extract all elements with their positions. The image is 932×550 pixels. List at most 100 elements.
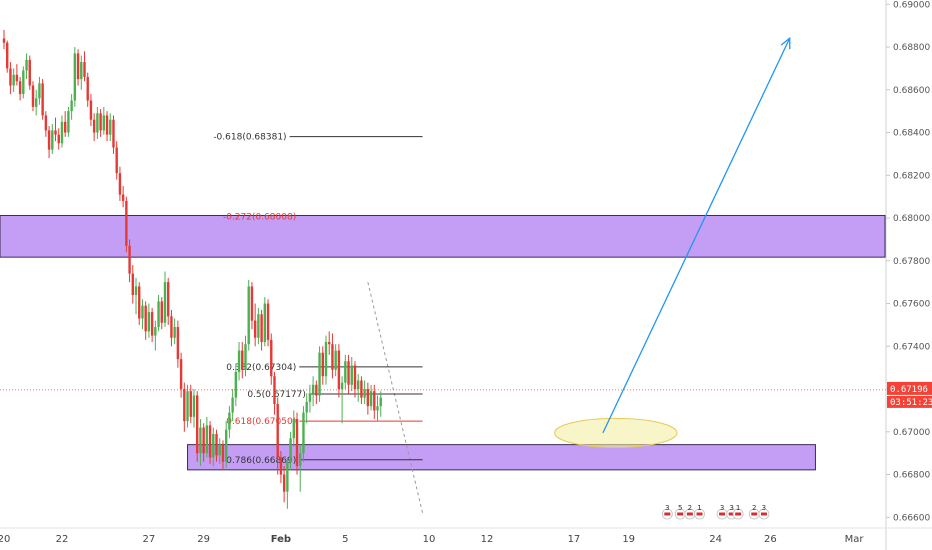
candle-body — [128, 245, 131, 274]
candle-body — [170, 316, 173, 338]
candle-body — [67, 111, 70, 133]
candle-body — [192, 395, 196, 417]
candle-body — [286, 461, 289, 492]
candle-body — [279, 457, 283, 475]
candle-body — [247, 286, 250, 345]
candle-body — [369, 391, 373, 407]
candle-body — [115, 147, 118, 174]
candle-body — [109, 119, 112, 135]
candle-body — [15, 74, 19, 82]
candle-body — [80, 61, 83, 80]
price-tick-label: 0.68200 — [893, 171, 930, 181]
candle-body — [96, 113, 99, 133]
candle-body — [360, 380, 363, 398]
candle-body — [186, 391, 189, 422]
price-tick-label: 0.68000 — [893, 214, 930, 224]
candle-body — [60, 121, 64, 144]
flag-icon — [696, 512, 703, 516]
candle-body — [221, 444, 225, 462]
candle-body — [18, 81, 22, 95]
current-price-tag — [887, 381, 932, 395]
candle-body — [218, 444, 221, 456]
candle-body — [25, 59, 28, 71]
candle-body — [302, 412, 305, 454]
price-tick-label: 0.66800 — [893, 471, 930, 481]
candle-body — [212, 433, 215, 458]
candle-body — [357, 380, 360, 390]
candle-body — [176, 327, 180, 360]
candle-body — [179, 359, 183, 390]
projection-arrow-shaft[interactable] — [602, 37, 791, 434]
candle-body — [99, 113, 102, 131]
candle-body — [121, 194, 125, 201]
date-label: 17 — [568, 534, 581, 545]
candle-body — [331, 344, 334, 370]
fib-label-3: 0.5(0.67177) — [247, 390, 306, 400]
price-tick-label: 0.67400 — [893, 342, 930, 352]
candle-body — [141, 305, 144, 319]
price-tick-label: 0.67800 — [893, 257, 930, 267]
fib-label-2: 0.382(0.67304) — [226, 363, 296, 373]
candle-body — [183, 389, 186, 422]
candle-body — [131, 273, 134, 295]
fib-label-0: -0.618(0.68381) — [213, 133, 286, 143]
target-ellipse[interactable] — [554, 417, 678, 448]
date-label: 26 — [764, 534, 777, 545]
candle-body — [340, 382, 344, 390]
candle-body — [231, 397, 234, 413]
candle-body — [289, 438, 292, 462]
candle-body — [199, 427, 202, 454]
event-count: 3 — [762, 504, 766, 512]
candle-body — [208, 425, 212, 458]
candle-body — [41, 83, 44, 116]
candle-body — [295, 418, 299, 467]
candle-body — [337, 350, 341, 390]
fib-label-4: 0.618(0.67050) — [226, 417, 296, 427]
candle-body — [157, 301, 160, 328]
candle-body — [299, 453, 302, 467]
candle-body — [160, 301, 163, 323]
candle-body — [363, 389, 366, 398]
candle-body — [270, 339, 273, 377]
candle-body — [376, 406, 379, 411]
candle-body — [167, 282, 170, 317]
countdown-tag — [887, 395, 932, 408]
candle-body — [12, 74, 15, 86]
candle-body — [76, 53, 80, 80]
candle-body — [134, 286, 138, 295]
flag-icon — [719, 512, 726, 516]
date-label: 27 — [143, 534, 156, 545]
candle-body — [150, 312, 154, 336]
candle-body — [86, 76, 89, 101]
date-label: 10 — [423, 534, 436, 545]
flag-icon — [735, 512, 742, 516]
flag-icon — [686, 512, 693, 516]
candle-body — [202, 427, 205, 454]
candle-body — [147, 312, 151, 332]
candle-body — [154, 327, 157, 336]
flag-icon — [664, 512, 671, 516]
upper-resistance-zone[interactable] — [0, 214, 886, 258]
event-count: 3 — [720, 504, 724, 512]
candle-body — [366, 389, 370, 407]
candle-body — [237, 350, 241, 372]
candle-body — [28, 59, 31, 86]
candle-body — [350, 365, 353, 385]
price-tick-label: 0.68600 — [893, 86, 930, 96]
candle-body — [260, 314, 263, 343]
candle-body — [83, 61, 86, 77]
projection-arrow-head — [780, 36, 791, 50]
candle-body — [266, 303, 270, 340]
candle-body — [51, 130, 54, 150]
fib-label-5: 0.786(0.66869) — [226, 456, 296, 466]
candle-body — [89, 100, 93, 120]
candle-body — [44, 115, 48, 131]
candle-body — [144, 305, 147, 332]
flag-icon — [751, 512, 758, 516]
time-axis[interactable]: 20 22 27 29 Feb 5 10 12 17 19 24 26 Mar — [0, 534, 864, 545]
event-count: 1 — [697, 504, 701, 512]
lower-support-zone[interactable] — [187, 444, 816, 471]
candle-body — [244, 344, 247, 370]
